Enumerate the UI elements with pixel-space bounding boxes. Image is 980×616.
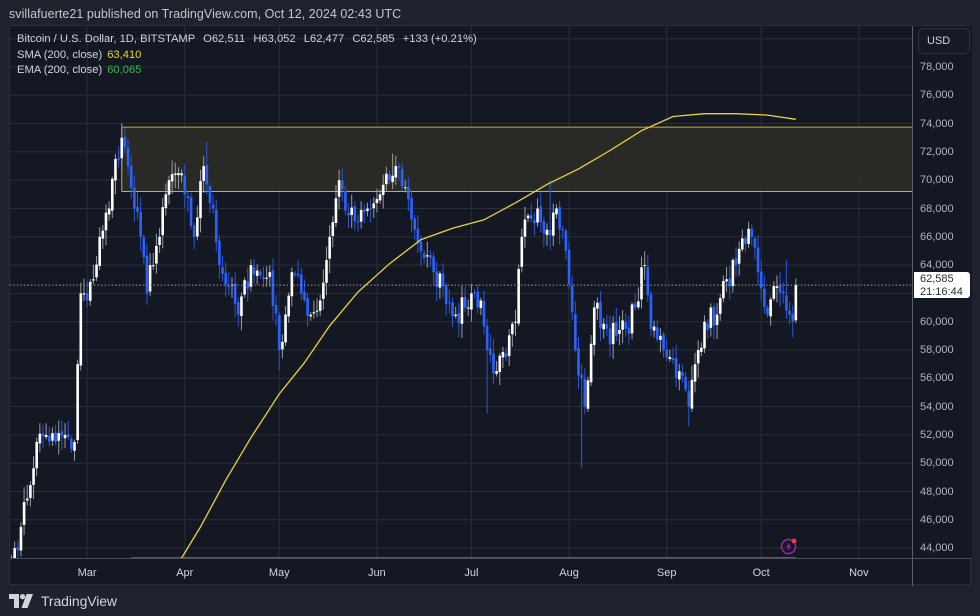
alert-lightning-icon[interactable] [780, 537, 798, 555]
currency-button[interactable]: USD [918, 28, 970, 54]
sma-label: SMA (200, close) [17, 48, 103, 61]
ema-value: 60,065 [107, 64, 142, 77]
time-tick-label: Jul [464, 567, 479, 579]
bar-countdown: 21:16:44 [920, 285, 963, 298]
sma-value: 63,410 [107, 48, 142, 61]
tradingview-logo[interactable]: TradingView [9, 593, 117, 609]
candlestick-chart-svg [10, 26, 912, 582]
price-tick-label: 46,000 [920, 513, 954, 526]
price-tick-label: 48,000 [920, 485, 954, 498]
ohlc-close: C62,585 [352, 33, 395, 45]
time-tick-label: Oct [752, 567, 770, 579]
ema-label: EMA (200, close) [17, 64, 103, 77]
axis-corner-divider [912, 559, 913, 586]
price-tick-label: 78,000 [920, 61, 954, 73]
price-tick-label: 58,000 [920, 344, 954, 356]
last-price-label: 62,585 21:16:44 [914, 272, 970, 299]
chart-legend: Bitcoin / U.S. Dollar, 1D, BITSTAMP O62,… [17, 32, 477, 79]
price-tick-label: 64,000 [920, 259, 954, 272]
price-tick-label: 72,000 [920, 145, 954, 158]
time-tick-label: Apr [176, 567, 194, 579]
price-tick-label: 68,000 [920, 202, 954, 215]
ohlc-high: H63,052 [253, 33, 296, 45]
price-tick-label: 54,000 [920, 400, 954, 413]
price-axis[interactable]: USD 62,585 21:16:44 44,000 46,000 48,000 50… [912, 26, 972, 558]
resistance-zone [121, 127, 912, 192]
legend-sma-row[interactable]: SMA (200, close) 63,410 [17, 48, 477, 64]
ohlc-low: L62,477 [303, 33, 345, 45]
price-tick-label: 70,000 [920, 174, 954, 187]
price-tick-label: 52,000 [920, 428, 954, 441]
ohlc-open: O62,511 [203, 33, 246, 45]
time-tick-label: Mar [77, 567, 97, 579]
tradingview-wordmark: TradingView [41, 593, 117, 609]
publish-attribution: svillafuerte21 published on TradingView.… [9, 7, 402, 21]
price-tick-label: 50,000 [920, 457, 954, 470]
last-price-value: 62,585 [920, 273, 954, 286]
time-tick-label: Nov [849, 567, 869, 579]
price-tick-label: 66,000 [920, 230, 954, 243]
candles [10, 123, 798, 582]
time-tick-label: Aug [559, 567, 579, 579]
price-tick-label: 60,000 [920, 315, 954, 328]
price-tick-label: 56,000 [920, 372, 954, 385]
time-tick-label: May [268, 567, 290, 579]
price-tick-label: 74,000 [920, 117, 954, 130]
price-tick-label: 76,000 [920, 89, 954, 102]
time-tick-label: Jun [368, 567, 386, 579]
symbol-title: Bitcoin / U.S. Dollar, 1D, BITSTAMP [17, 33, 196, 45]
price-tick-label: 44,000 [920, 542, 954, 555]
ohlc-change: +133 (+0.21%) [402, 33, 477, 45]
legend-ema-row[interactable]: EMA (200, close) 60,065 [17, 63, 477, 79]
price-chart-plot[interactable]: Bitcoin / U.S. Dollar, 1D, BITSTAMP O62,… [10, 26, 912, 582]
time-axis[interactable]: Mar Apr May Jun Jul Aug Sep Oct Nov [10, 558, 972, 586]
time-tick-label: Sep [656, 567, 677, 579]
chart-container: Bitcoin / U.S. Dollar, 1D, BITSTAMP O62,… [9, 25, 972, 586]
sma-200-line [181, 113, 796, 559]
legend-symbol-row[interactable]: Bitcoin / U.S. Dollar, 1D, BITSTAMP O62,… [17, 32, 477, 48]
tradingview-logo-icon [9, 594, 33, 608]
